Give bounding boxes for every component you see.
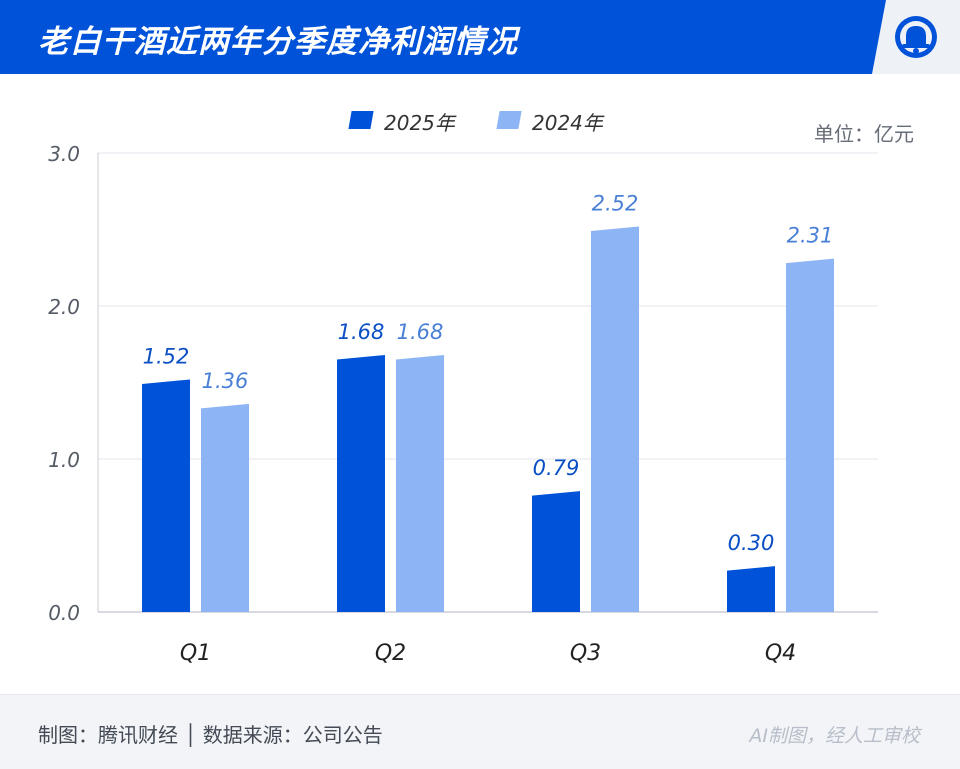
data-label: 1.36 (202, 369, 249, 393)
data-label: 0.30 (728, 531, 775, 555)
bar-2024年-Q1 (201, 403, 249, 612)
chart-title: 老白干酒近两年分季度净利润情况 (38, 24, 518, 60)
data-label: 2.52 (592, 191, 639, 215)
y-tick-label: 1.0 (48, 448, 80, 472)
bar-2024年-Q2 (396, 354, 444, 612)
bar-2025年-Q3 (532, 491, 580, 612)
x-tick-label: Q1 (180, 641, 211, 666)
x-tick-label: Q4 (765, 641, 796, 666)
y-tick-label: 0.0 (48, 601, 80, 625)
footer-note: AI制图，经人工审校 (749, 725, 920, 747)
data-label: 2.31 (787, 224, 834, 248)
data-label: 1.68 (338, 320, 385, 344)
data-label: 1.68 (397, 320, 444, 344)
bar-2024年-Q4 (786, 258, 834, 612)
legend-label-2024: 2024年 (532, 111, 603, 135)
bar-2025年-Q2 (337, 354, 385, 612)
footer-source: 制图：腾讯财经 │ 数据来源：公司公告 (38, 723, 383, 747)
header-bar: 老白干酒近两年分季度净利润情况 (0, 0, 960, 74)
x-tick-label: Q3 (570, 641, 601, 666)
bar-2025年-Q1 (142, 379, 190, 612)
x-tick-label: Q2 (375, 641, 406, 666)
footer: 制图：腾讯财经 │ 数据来源：公司公告 AI制图，经人工审校 (0, 694, 960, 769)
logo (872, 0, 960, 74)
legend-label-2025: 2025年 (384, 111, 455, 135)
bell-logo-icon (872, 0, 960, 74)
y-tick-label: 3.0 (48, 142, 80, 166)
unit-label: 单位：亿元 (814, 122, 914, 146)
data-label: 1.52 (143, 344, 190, 368)
bar-2025年-Q4 (727, 566, 775, 612)
data-label: 0.79 (533, 456, 580, 480)
y-tick-label: 2.0 (48, 295, 80, 319)
bar-2024年-Q3 (591, 226, 639, 612)
